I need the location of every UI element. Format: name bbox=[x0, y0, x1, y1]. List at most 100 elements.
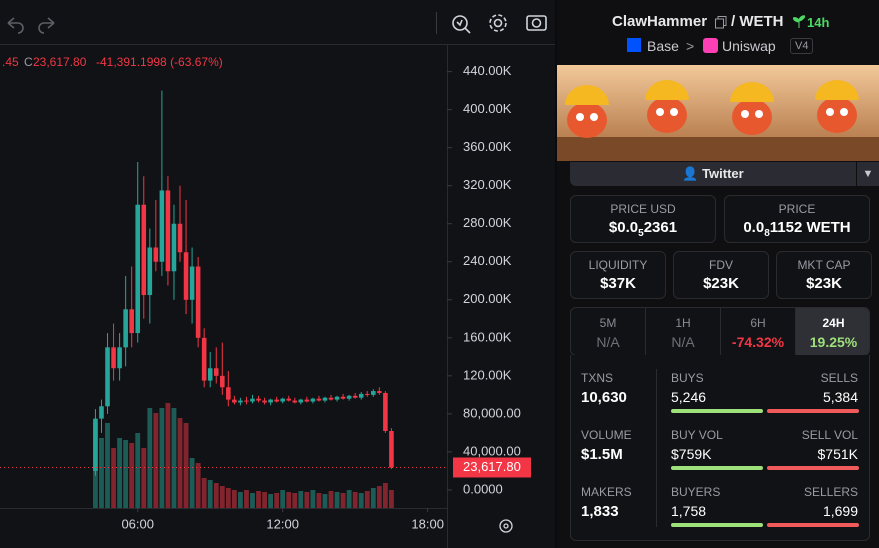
camera-icon[interactable] bbox=[526, 15, 547, 31]
candle-body bbox=[171, 223, 177, 272]
timeframe-tabs: 5M N/A 1H N/A 6H -74.32% 24H 19.25% bbox=[570, 307, 870, 356]
candle-body bbox=[141, 204, 147, 296]
candle-body bbox=[322, 397, 328, 401]
settings-icon[interactable] bbox=[489, 14, 507, 32]
candle-body bbox=[316, 398, 322, 401]
price-card: PRICE 0.081152 WETH bbox=[724, 195, 870, 243]
candle-body bbox=[213, 368, 219, 376]
ratio-bar-buy bbox=[671, 466, 763, 470]
volume-bar bbox=[310, 490, 316, 508]
candle-body bbox=[304, 399, 310, 402]
candle-body bbox=[292, 400, 298, 403]
volume-bar bbox=[292, 493, 298, 508]
volume-bar bbox=[304, 492, 310, 508]
tab-value: N/A bbox=[671, 334, 695, 350]
ratio-bar-sell bbox=[767, 409, 859, 413]
legend-c: C bbox=[24, 55, 33, 69]
volume-bar bbox=[129, 443, 135, 508]
volume-bar bbox=[159, 408, 165, 508]
volume-bar bbox=[370, 488, 376, 508]
volume-bar bbox=[334, 492, 340, 508]
candle-body bbox=[371, 391, 376, 395]
y-tick-label: 160.00K bbox=[463, 329, 512, 344]
candle-body bbox=[358, 393, 364, 398]
candle-body bbox=[117, 347, 122, 369]
volume-bar bbox=[171, 408, 177, 508]
volume-bar bbox=[280, 490, 286, 508]
chain-name: Base bbox=[647, 38, 679, 54]
candle-body bbox=[389, 430, 394, 468]
volume-bar bbox=[352, 492, 358, 508]
twitter-label: Twitter bbox=[702, 166, 744, 181]
candle-body bbox=[201, 337, 207, 381]
stat-right-value: 5,384 bbox=[822, 389, 858, 405]
candle-body bbox=[268, 399, 273, 403]
volume-bar bbox=[316, 493, 322, 508]
timeframe-tab[interactable]: 1H N/A bbox=[646, 308, 721, 355]
chart: .45 C 23,617.80 -41,391.1998 (-63.67%) 0… bbox=[0, 12, 555, 548]
volume-bar bbox=[231, 490, 237, 508]
volume-bar bbox=[322, 494, 328, 508]
stat-left-value: 5,246 bbox=[671, 389, 707, 405]
candle-body bbox=[377, 391, 382, 393]
volume-bar bbox=[268, 494, 274, 508]
twitter-button[interactable]: 👤 Twitter bbox=[570, 162, 856, 186]
timeframe-tab[interactable]: 6H -74.32% bbox=[721, 308, 796, 355]
metric-value: $23K bbox=[703, 275, 739, 292]
volume-bar bbox=[244, 490, 249, 508]
y-tick-label: 200.00K bbox=[463, 291, 512, 306]
volume-bar bbox=[256, 491, 261, 508]
volume-bar bbox=[195, 463, 201, 508]
metric-label: FDV bbox=[709, 258, 733, 272]
volume-bar bbox=[274, 493, 280, 508]
tab-value: 19.25% bbox=[809, 334, 858, 350]
price-value: 0.081152 WETH bbox=[725, 219, 869, 239]
metric-card: MKT CAP $23K bbox=[776, 251, 872, 299]
stat-left-label: BUYS bbox=[671, 371, 704, 385]
candle-body bbox=[364, 393, 370, 395]
candle-body bbox=[256, 398, 261, 401]
candle-body bbox=[99, 406, 104, 419]
stat-left-value: $759K bbox=[671, 446, 712, 462]
copy-icon[interactable] bbox=[715, 16, 727, 29]
stats-divider bbox=[656, 369, 657, 527]
tab-value: -74.32% bbox=[731, 334, 785, 350]
candle-body bbox=[328, 397, 334, 400]
volume-bar bbox=[141, 448, 147, 508]
timeframe-tab[interactable]: 24H 19.25% bbox=[796, 308, 869, 355]
candle-body bbox=[165, 190, 171, 272]
candle-body bbox=[93, 418, 98, 471]
price-post: 1152 WETH bbox=[769, 219, 851, 236]
volume-bar bbox=[189, 458, 195, 508]
candle-body bbox=[129, 309, 134, 334]
stat-right-label: SELLS bbox=[820, 371, 858, 385]
indicator-icon[interactable] bbox=[452, 15, 471, 34]
candle-body bbox=[232, 399, 237, 403]
tab-label: 24H bbox=[822, 316, 845, 330]
price-usd-sub: 5 bbox=[638, 228, 644, 239]
price-usd-card: PRICE USD $0.052361 bbox=[570, 195, 716, 243]
stat-right-value: 1,699 bbox=[822, 503, 858, 519]
time-settings-icon[interactable] bbox=[499, 519, 513, 533]
volume-bar bbox=[105, 423, 110, 508]
volume-bar bbox=[99, 438, 104, 508]
price-pre: 0.0 bbox=[743, 219, 765, 236]
volume-bar bbox=[123, 440, 129, 508]
volume-bar bbox=[213, 483, 219, 508]
social-dropdown[interactable]: ▼ bbox=[857, 162, 879, 186]
volume-bar bbox=[225, 488, 231, 508]
stat-right-label: SELL VOL bbox=[801, 428, 858, 442]
candle-body bbox=[334, 396, 340, 400]
undo-icon[interactable] bbox=[7, 17, 24, 34]
candle-body bbox=[123, 309, 128, 348]
y-tick-label: 400.00K bbox=[463, 101, 512, 116]
timeframe-tab[interactable]: 5M N/A bbox=[571, 308, 646, 355]
stat-right-label: SELLERS bbox=[803, 485, 858, 499]
volume-bar bbox=[117, 438, 123, 508]
legend-close: 23,617.80 bbox=[33, 55, 87, 69]
candle-body bbox=[135, 204, 141, 334]
chain-icon bbox=[627, 38, 641, 52]
y-tick-label: 440.00K bbox=[463, 63, 512, 78]
redo-icon[interactable] bbox=[38, 17, 55, 34]
tab-label: 6H bbox=[750, 316, 766, 330]
